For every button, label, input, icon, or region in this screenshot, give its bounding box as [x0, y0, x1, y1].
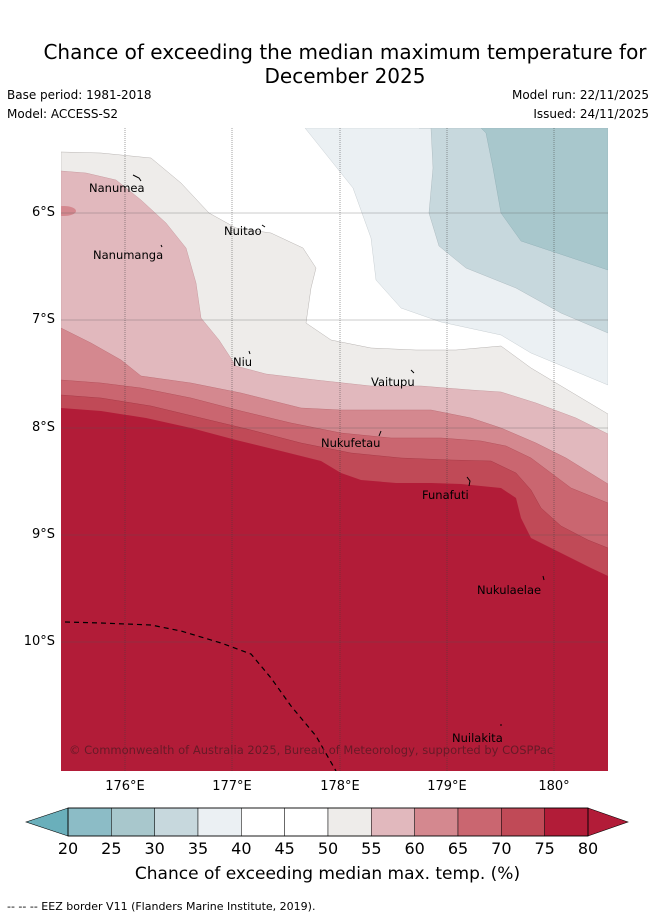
map-title: Chance of exceeding the median maximum t… [0, 40, 655, 88]
island-nukufetau [378, 430, 382, 437]
colorbar-frame [67, 807, 589, 837]
islands [132, 174, 545, 726]
copyright-notice: © Commonwealth of Australia 2025, Bureau… [69, 743, 553, 757]
colorbar-tick-label: 80 [577, 839, 599, 858]
eez-footnote: -- -- -- EEZ border V11 (Flanders Marine… [7, 900, 316, 913]
colorbar-cell [371, 807, 415, 837]
label-nukulaelae: Nukulaelae [477, 583, 541, 597]
colorbar-tick-label: 60 [404, 839, 425, 858]
colorbar-title: Chance of exceeding median max. temp. (%… [134, 864, 521, 884]
island-vaitupu [410, 369, 415, 374]
colorbar-cells [67, 807, 589, 837]
colorbar-tick-label: 35 [187, 839, 209, 858]
lon-label-177: 177°E [212, 779, 252, 794]
label-niu: Niu [233, 355, 252, 369]
colorbar-tick-label: 45 [274, 839, 295, 858]
colorbar-tick-label: 55 [361, 839, 382, 858]
title-line-1: Chance of exceeding the median maximum t… [43, 40, 647, 64]
colorbar [25, 807, 629, 837]
title-line-2: December 2025 [264, 64, 426, 88]
band-30-35 [480, 128, 608, 271]
issued-date: Issued: 24/11/2025 [533, 107, 649, 121]
label-nuitao: Nuitao [224, 224, 262, 238]
grid-lat [61, 212, 608, 643]
colorbar-cell [457, 807, 502, 837]
map-area: Nanumea Nanumanga Nuitao Niu Vaitupu Nuk… [61, 128, 608, 771]
lon-label-180: 180° [538, 779, 570, 794]
label-vaitupu: Vaitupu [371, 375, 415, 389]
eez-border [64, 621, 337, 771]
lat-label-7: 7°S [31, 312, 55, 327]
colorbar-cell [67, 807, 112, 837]
lat-label-8: 8°S [31, 420, 55, 435]
lat-label-10: 10°S [23, 634, 55, 649]
band-above-80 [61, 408, 608, 771]
forecast-map: Nanumea Nanumanga Nuitao Niu Vaitupu Nuk… [61, 128, 608, 771]
colorbar-cell [111, 807, 155, 837]
colorbar-tick-label: 30 [144, 839, 165, 858]
colorbar-tick-label: 75 [534, 839, 555, 858]
island-nuitao [261, 224, 266, 228]
lat-label-9: 9°S [31, 527, 55, 542]
colorbar-tick-label: 20 [57, 839, 79, 858]
label-funafuti: Funafuti [422, 488, 469, 502]
label-nukufetau: Nukufetau [321, 436, 380, 450]
lon-label-178: 178°E [320, 779, 360, 794]
colorbar-cell [414, 807, 459, 837]
colorbar-tick-label: 25 [101, 839, 122, 858]
colorbar-cell [501, 807, 545, 837]
base-period: Base period: 1981-2018 [7, 88, 152, 102]
lon-label-176: 176°E [105, 779, 145, 794]
colorbar-arrow-high [587, 807, 629, 837]
island-nanumanga [160, 244, 163, 248]
model-run: Model run: 22/11/2025 [511, 88, 649, 102]
island-funafuti [466, 476, 471, 487]
island-nanumea [132, 174, 142, 182]
colorbar-tick-label: 70 [491, 839, 512, 858]
colorbar-tick-label: 40 [231, 839, 252, 858]
island-niu [248, 350, 251, 355]
colorbar-cell [327, 807, 372, 837]
colorbar-cell [241, 807, 285, 837]
label-nanumea: Nanumea [89, 181, 145, 195]
colorbar-cell [154, 807, 199, 837]
lon-label-179: 179°E [427, 779, 467, 794]
label-nanumanga: Nanumanga [93, 248, 163, 262]
lat-label-6: 6°S [31, 205, 55, 220]
colorbar-cell [284, 807, 329, 837]
colorbar-arrow-low [25, 807, 69, 837]
colorbar-tick-label: 65 [447, 839, 469, 858]
colorbar-tick-label: 50 [317, 839, 339, 858]
left-blob [61, 206, 76, 216]
colorbar-cell [197, 807, 242, 837]
model-name: Model: ACCESS-S2 [7, 107, 119, 121]
colorbar-cell [544, 807, 589, 837]
island-nukulaelae [542, 575, 545, 581]
label-nuilakita: Nuilakita [452, 731, 503, 745]
